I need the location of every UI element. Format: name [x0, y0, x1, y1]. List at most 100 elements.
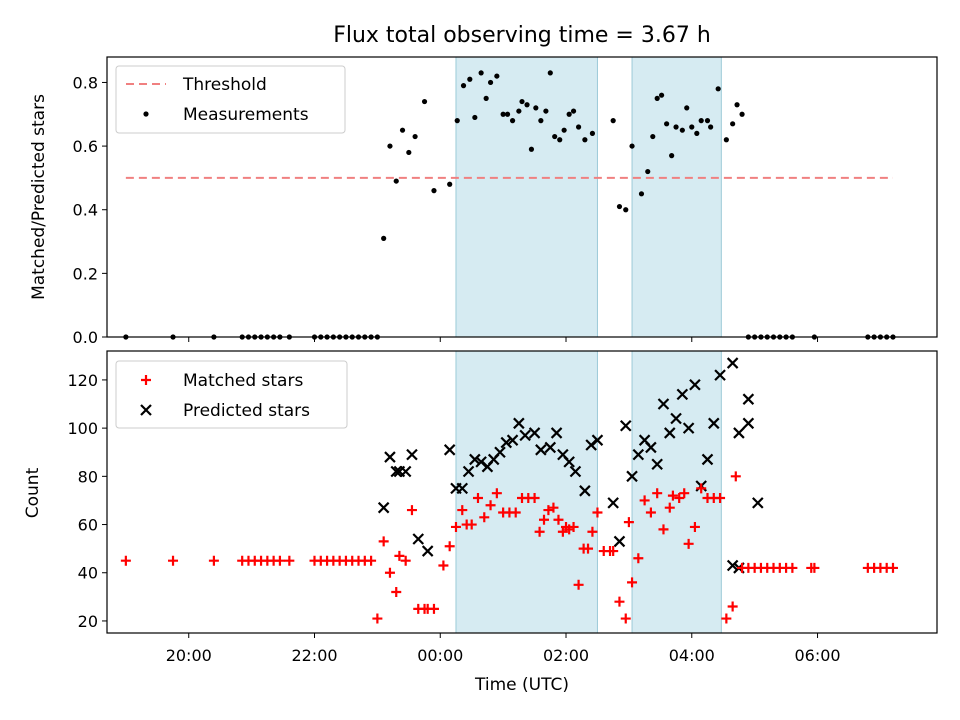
matched-point	[553, 514, 564, 525]
measurement-point	[730, 121, 736, 127]
measurement-point	[543, 108, 549, 114]
matched-point	[674, 493, 685, 504]
matched-point	[664, 502, 675, 513]
matched-point	[428, 603, 439, 614]
measurement-point	[664, 121, 670, 127]
bottom-y-axis-label: Count	[23, 467, 43, 518]
bottom-x-tick-label: 20:00	[166, 646, 212, 665]
measurement-point	[467, 76, 473, 82]
matched-point	[284, 555, 295, 566]
matched-point	[721, 613, 732, 624]
matched-point	[689, 521, 700, 532]
measurement-point	[533, 105, 539, 111]
measurement-point	[421, 98, 428, 105]
matched-point	[485, 500, 496, 511]
matched-point	[529, 493, 540, 504]
x-axis-label: Time (UTC)	[474, 675, 569, 695]
measurement-point	[500, 111, 506, 117]
legend-predicted-label: Predicted stars	[183, 401, 310, 421]
predicted-point	[714, 369, 726, 381]
predicted-point	[412, 533, 425, 545]
matched-point	[394, 550, 405, 561]
top-legend: Threshold Measurements	[115, 65, 346, 134]
bottom-x-tick-label: 02:00	[543, 646, 589, 665]
predicted-point	[500, 436, 513, 449]
matched-point	[623, 517, 634, 528]
matched-point	[366, 555, 377, 566]
measurement-point	[557, 137, 563, 143]
measurement-point	[610, 118, 616, 124]
matched-point	[568, 521, 579, 532]
matched-point	[614, 596, 625, 607]
matched-point	[667, 490, 678, 501]
measurement-point	[393, 178, 399, 184]
predicted-point	[726, 559, 739, 572]
matched-point	[627, 577, 638, 588]
top-shaded-span	[455, 56, 598, 338]
measurement-point	[629, 143, 635, 149]
predicted-point	[443, 444, 456, 456]
predicted-point	[689, 378, 701, 391]
matched-point	[543, 505, 554, 516]
measurement-point	[472, 114, 478, 121]
measurement-point	[509, 118, 516, 124]
predicted-point	[657, 398, 670, 410]
top-y-tick-label: 0.4	[73, 201, 98, 220]
legend-matched-label: Matched stars	[183, 371, 303, 391]
measurement-point	[570, 108, 577, 114]
measurement-point	[689, 124, 695, 130]
predicted-point	[384, 451, 396, 463]
bottom-y-tick-label: 40	[78, 564, 98, 583]
measurement-point	[487, 79, 494, 86]
matched-point	[479, 512, 490, 523]
measurement-point	[387, 143, 393, 149]
measurement-point	[547, 70, 553, 76]
matched-point	[787, 562, 798, 573]
matched-point	[168, 555, 179, 566]
bottom-axes-frame	[106, 350, 938, 634]
predicted-point	[406, 448, 418, 461]
bottom-x-tick-label: 00:00	[417, 646, 463, 665]
matched-point	[608, 546, 619, 557]
matched-point	[592, 507, 603, 518]
predicted-point	[632, 448, 645, 461]
predicted-point	[742, 393, 755, 405]
matched-point	[391, 587, 402, 598]
predicted-point	[390, 465, 403, 478]
bottom-x-tick-label: 04:00	[669, 646, 715, 665]
measurement-point	[504, 111, 511, 117]
predicted-point	[569, 465, 582, 478]
matched-point	[444, 541, 455, 552]
predicted-point	[519, 429, 531, 442]
predicted-point	[607, 497, 619, 509]
matched-point	[472, 493, 483, 504]
matched-point	[658, 524, 669, 535]
matched-point	[208, 555, 219, 566]
bottom-y-tick-label: 100	[67, 419, 98, 438]
matched-point	[715, 493, 726, 504]
measurement-point	[698, 118, 704, 124]
predicted-point	[535, 444, 547, 456]
measurement-point	[679, 127, 685, 133]
measurement-point	[516, 108, 522, 114]
matched-point	[466, 519, 477, 530]
predicted-point	[651, 458, 663, 471]
top-y-tick-label: 0.8	[73, 73, 98, 92]
predicted-point	[670, 412, 682, 425]
predicted-point	[701, 453, 714, 466]
bottom-y-tick-label: 20	[78, 612, 98, 631]
measurement-point	[638, 191, 645, 197]
measurement-point	[538, 118, 544, 124]
predicted-point	[528, 427, 541, 439]
measurement-point	[654, 95, 660, 101]
matched-point	[438, 560, 449, 571]
predicted-point	[550, 427, 563, 439]
matched-point	[534, 526, 545, 537]
predicted-point	[626, 470, 638, 483]
measurement-point	[669, 153, 675, 159]
matched-point	[372, 613, 383, 624]
measurement-point	[447, 181, 453, 187]
measurement-point	[494, 73, 500, 79]
predicted-point	[456, 482, 469, 495]
